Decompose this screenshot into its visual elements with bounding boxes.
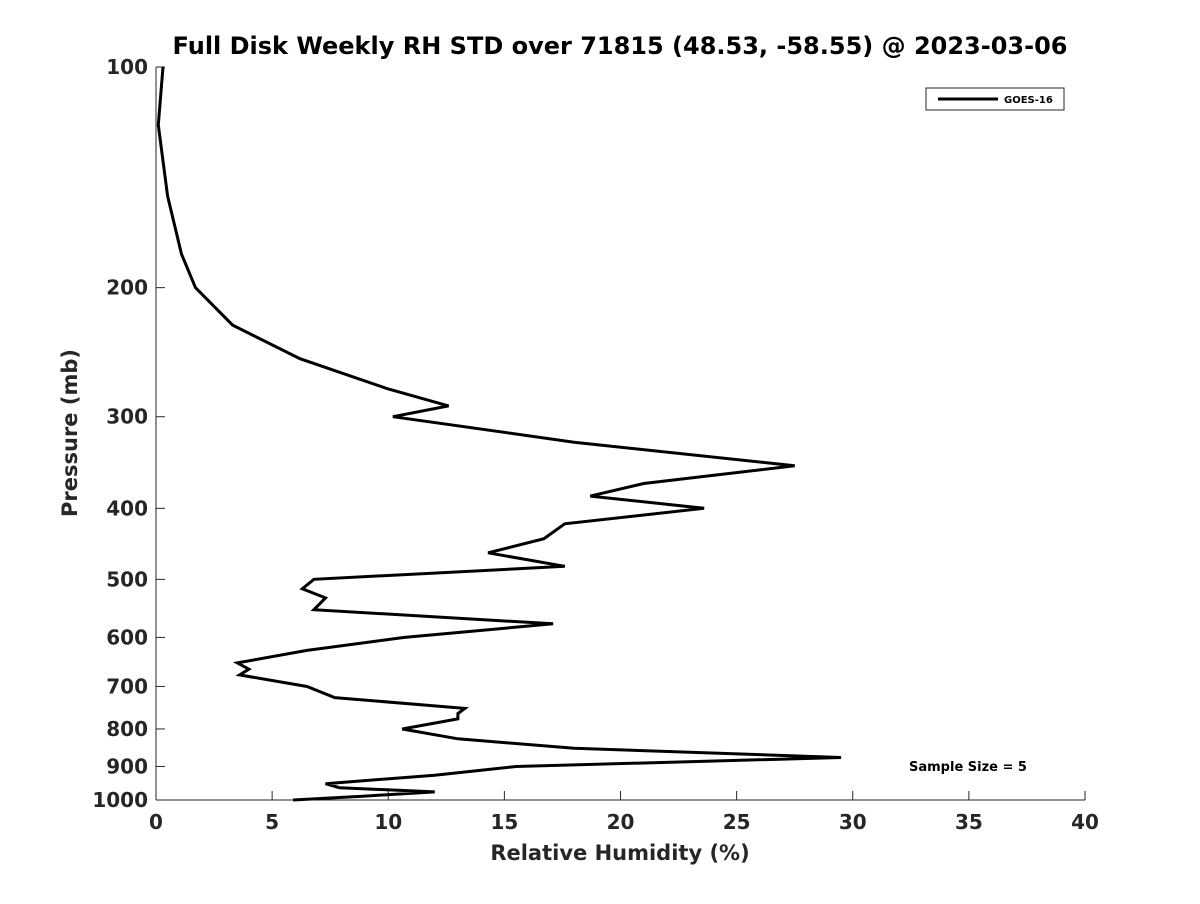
x-tick-label: 5 <box>265 810 279 834</box>
y-tick-label: 400 <box>106 496 148 520</box>
x-axis-label: Relative Humidity (%) <box>490 841 749 865</box>
legend-label-goes-16: GOES-16 <box>1004 95 1053 106</box>
y-tick-label: 900 <box>106 754 148 778</box>
y-tick-label: 1000 <box>92 788 148 812</box>
x-tick-label: 10 <box>374 810 402 834</box>
legend: GOES-16 <box>925 87 1065 111</box>
series-layer <box>156 66 842 802</box>
chart-title: Full Disk Weekly RH STD over 71815 (48.5… <box>173 32 1068 60</box>
axes <box>155 67 1085 801</box>
y-tick-label: 300 <box>106 405 148 429</box>
y-tick-label: 600 <box>106 625 148 649</box>
x-tick-label: 35 <box>955 810 983 834</box>
y-axis-label: Pressure (mb) <box>58 349 82 517</box>
y-tick-label: 500 <box>106 567 148 591</box>
x-tick-label: 25 <box>723 810 751 834</box>
x-tick-label: 30 <box>839 810 867 834</box>
y-tick-label: 700 <box>106 674 148 698</box>
y-tick-label: 800 <box>106 717 148 741</box>
sample-size-annotation: Sample Size = 5 <box>909 760 1027 775</box>
tick-marks: 0 5 10 15 20 25 30 35 40 100 200 300 400 500 600 700 800… <box>92 55 1099 834</box>
x-tick-label: 40 <box>1071 810 1099 834</box>
x-tick-label: 0 <box>149 810 163 834</box>
y-tick-label: 200 <box>106 276 148 300</box>
series-line-goes-16 <box>156 66 842 802</box>
y-tick-label: 100 <box>106 55 148 79</box>
x-tick-label: 15 <box>490 810 518 834</box>
x-tick-label: 20 <box>607 810 635 834</box>
